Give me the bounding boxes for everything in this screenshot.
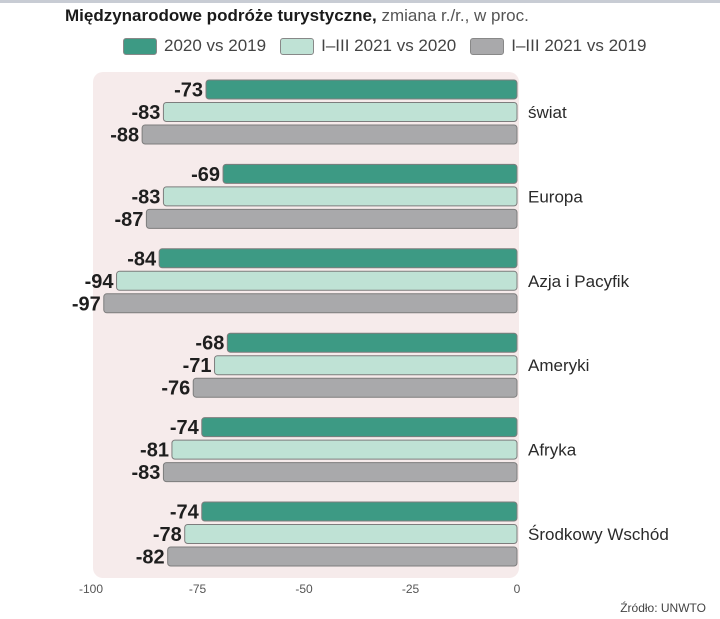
data-label-1-series-2: -87 (114, 209, 143, 231)
chart-title-subtitle: zmiana r./r., w proc. (381, 6, 529, 25)
data-label-3-series-1: -71 (183, 355, 212, 377)
category-label-2: Azja i Pacyfik (528, 272, 630, 291)
category-label-0: świat (528, 103, 567, 122)
data-label-0-series-2: -88 (110, 125, 139, 147)
chart-title: Międzynarodowe podróże turystyczne, zmia… (65, 6, 529, 26)
chart-title-bold: Międzynarodowe podróże turystyczne, (65, 6, 377, 25)
data-label-4-series-1: -81 (140, 440, 169, 462)
data-label-4-series-2: -83 (132, 462, 161, 484)
legend: 2020 vs 2019 I–III 2021 vs 2020 I–III 20… (123, 36, 660, 56)
bar-1-series-0 (222, 163, 518, 184)
x-tick-label-1: -75 (189, 582, 207, 596)
legend-label-series-1: I–III 2021 vs 2020 (321, 36, 457, 55)
data-label-5-series-0: -74 (170, 502, 200, 524)
bar-4-series-1 (171, 439, 518, 460)
bar-0-series-0 (205, 79, 518, 100)
data-label-4-series-0: -74 (170, 417, 200, 439)
legend-item-series-2: I–III 2021 vs 2019 (470, 36, 646, 56)
data-label-1-series-0: -69 (191, 164, 220, 186)
bar-5-series-0 (201, 501, 518, 522)
category-label-1: Europa (528, 187, 583, 206)
data-label-5-series-1: -78 (153, 524, 182, 546)
data-label-2-series-2: -97 (72, 293, 101, 315)
bar-4-series-0 (201, 417, 518, 438)
bar-2-series-2 (103, 293, 518, 314)
bar-3-series-0 (226, 332, 518, 353)
legend-swatch-series-0 (123, 37, 157, 55)
legend-item-series-0: 2020 vs 2019 (123, 36, 266, 56)
bar-2-series-0 (158, 248, 518, 269)
bar-2-series-1 (116, 270, 518, 291)
bar-4-series-2 (162, 462, 518, 483)
data-label-3-series-0: -68 (195, 333, 224, 355)
data-label-0-series-0: -73 (174, 80, 203, 102)
bar-0-series-2 (141, 124, 518, 145)
legend-swatch-series-2 (470, 37, 505, 55)
legend-label-series-2: I–III 2021 vs 2019 (511, 36, 647, 55)
x-tick-label-3: -25 (402, 582, 420, 596)
source-note: Źródło: UNWTO (620, 601, 706, 615)
data-label-0-series-1: -83 (132, 102, 161, 124)
bar-1-series-2 (145, 208, 518, 229)
bar-5-series-1 (184, 524, 518, 544)
legend-item-series-1: I–III 2021 vs 2020 (280, 36, 456, 56)
x-tick-label-4: 0 (514, 582, 521, 596)
x-tick-label-0: -100 (79, 582, 103, 596)
bar-1-series-1 (162, 186, 518, 207)
data-label-2-series-1: -94 (85, 271, 115, 293)
x-tick-label-2: -50 (295, 582, 313, 596)
bar-3-series-1 (214, 355, 518, 376)
data-label-5-series-2: -82 (136, 547, 165, 569)
bar-5-series-2 (167, 546, 518, 567)
top-border (0, 0, 720, 3)
data-label-2-series-0: -84 (127, 248, 157, 270)
category-label-5: Środkowy Wschód (528, 525, 669, 544)
legend-label-series-0: 2020 vs 2019 (164, 36, 267, 55)
bar-0-series-1 (162, 102, 518, 122)
bar-3-series-2 (192, 377, 518, 398)
category-label-4: Afryka (528, 441, 577, 460)
legend-swatch-series-1 (280, 37, 315, 55)
data-label-1-series-1: -83 (132, 186, 161, 208)
data-label-3-series-2: -76 (161, 378, 190, 400)
category-label-3: Ameryki (528, 356, 589, 375)
